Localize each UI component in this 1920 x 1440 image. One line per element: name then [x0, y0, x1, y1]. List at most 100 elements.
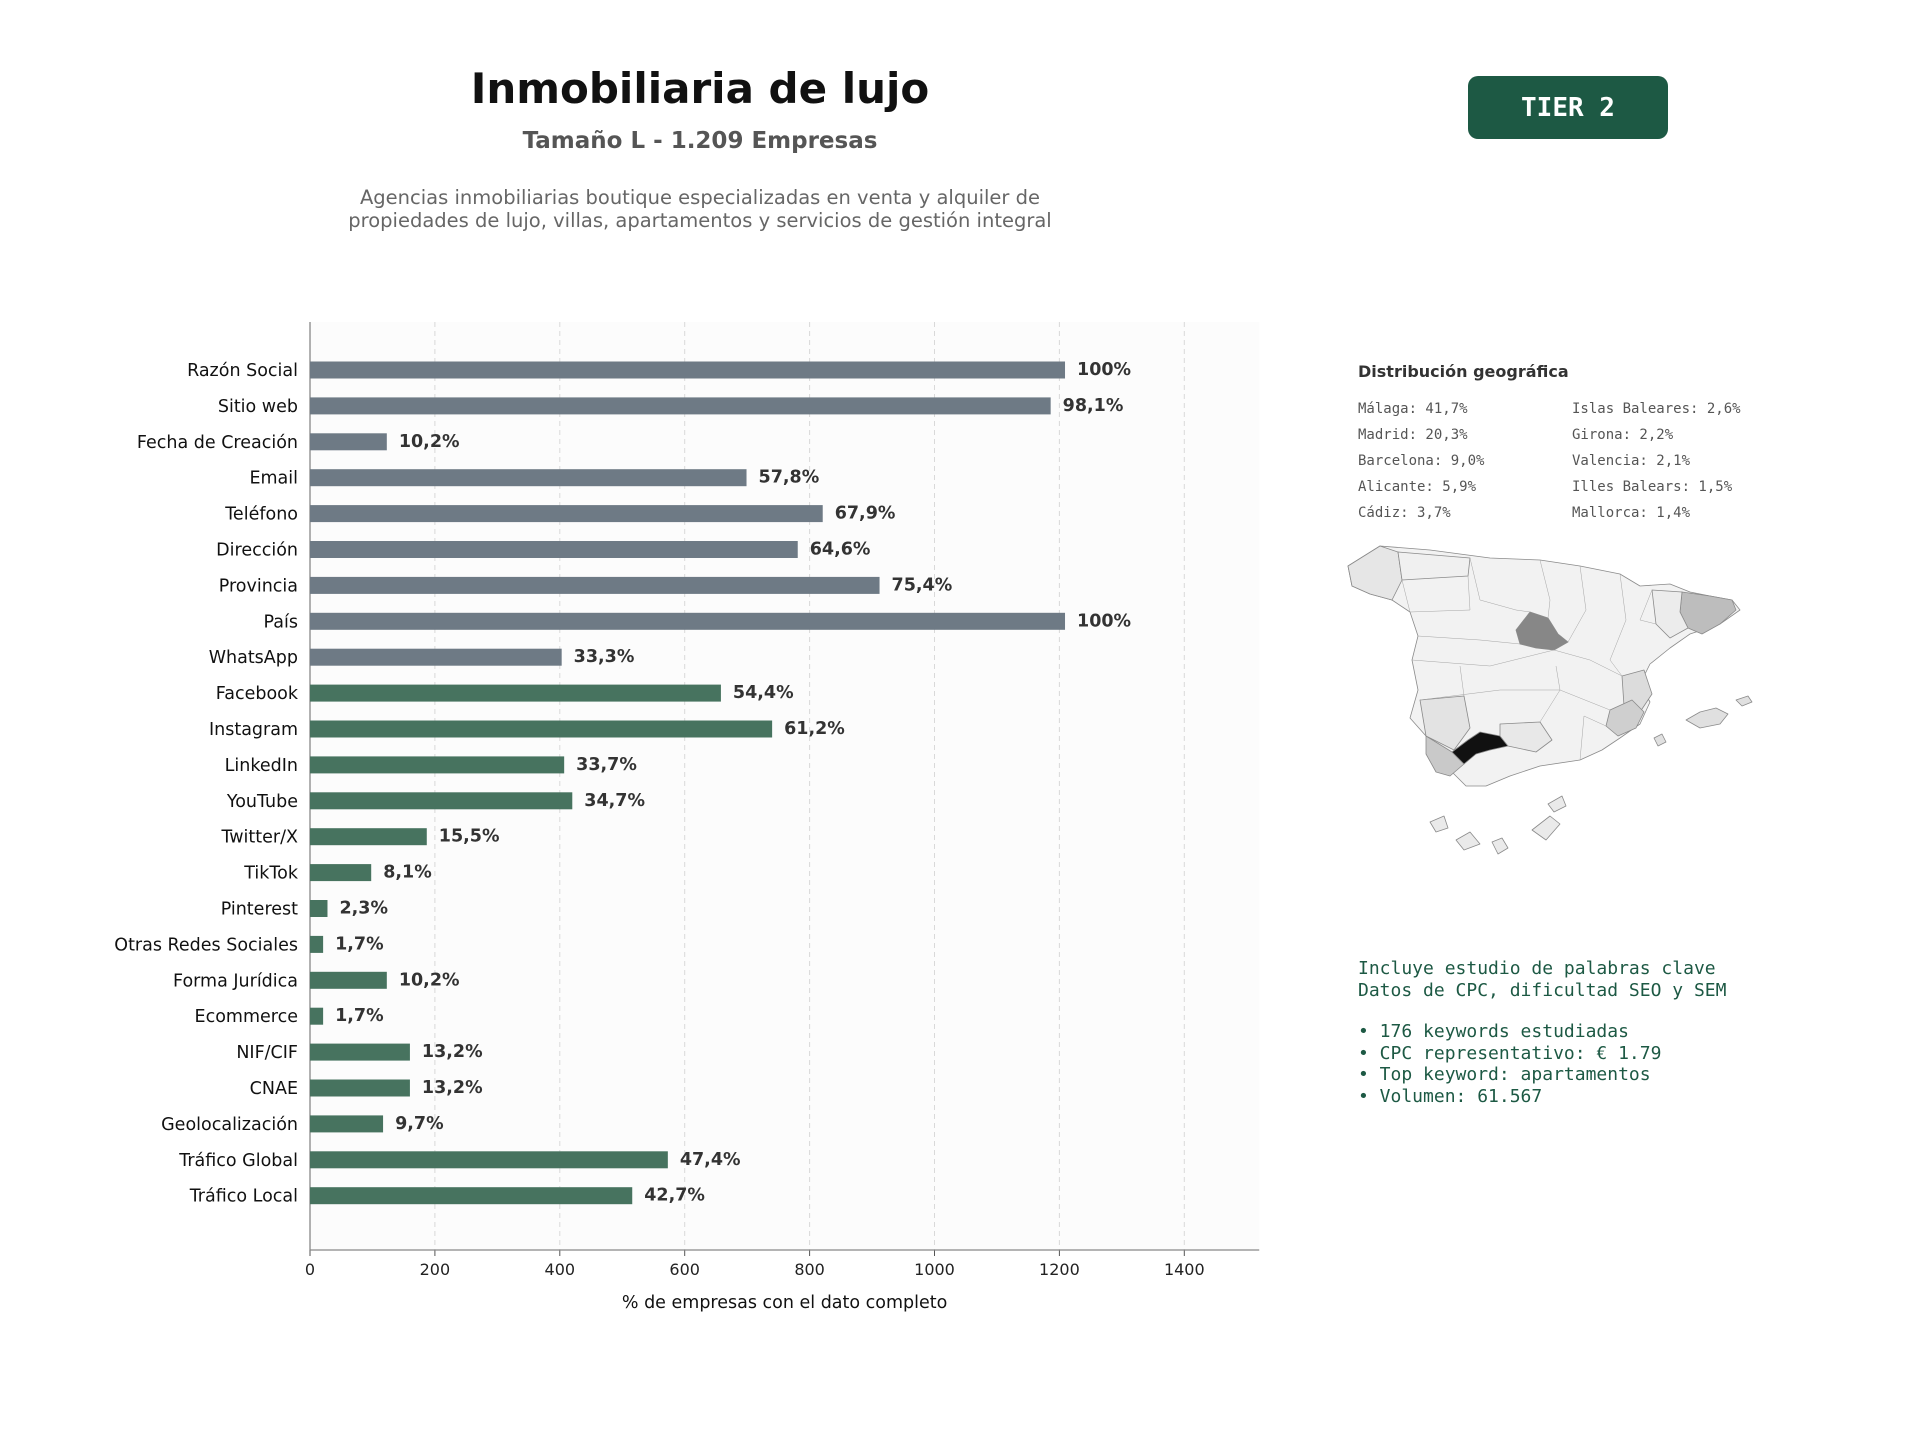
- data-label: 100%: [1077, 611, 1131, 631]
- plot-background: [310, 322, 1260, 1250]
- y-tick-label: Pinterest: [221, 900, 298, 920]
- data-label: 13,2%: [422, 1042, 483, 1062]
- geo-item: Málaga: 41,7%: [1358, 401, 1468, 417]
- geo-list-right: Islas Baleares: 2,6% Girona: 2,2% Valenc…: [1572, 396, 1741, 526]
- data-label: 1,7%: [335, 934, 384, 954]
- province-border: [1539, 665, 1561, 723]
- data-label: 33,7%: [576, 755, 637, 775]
- menorca-island: [1735, 695, 1753, 707]
- bar: [310, 1043, 410, 1061]
- ibiza-island: [1653, 733, 1667, 747]
- x-tick-label: 800: [794, 1260, 825, 1279]
- province-border: [1417, 635, 1521, 645]
- data-label: 15,5%: [439, 827, 500, 847]
- asturias-region: [1397, 551, 1471, 581]
- data-label: 100%: [1077, 360, 1131, 380]
- x-tick-label: 0: [305, 1260, 315, 1279]
- keywords-panel: Incluye estudio de palabras clave Datos d…: [1358, 958, 1726, 1107]
- bar: [310, 684, 721, 702]
- bar: [310, 720, 773, 738]
- y-tick-label: País: [264, 612, 298, 632]
- y-tick-label: Otras Redes Sociales: [114, 935, 298, 955]
- data-label: 75,4%: [892, 575, 953, 595]
- peninsula-region: [1347, 545, 1741, 787]
- bar: [310, 1079, 410, 1097]
- bar: [310, 1007, 324, 1025]
- data-label: 8,1%: [383, 863, 432, 883]
- bar: [310, 505, 823, 523]
- bar: [310, 756, 565, 774]
- bar: [310, 469, 747, 487]
- geo-item: Islas Baleares: 2,6%: [1572, 401, 1741, 417]
- y-tick-label: Geolocalización: [161, 1115, 298, 1135]
- y-tick-label: Ecommerce: [195, 1007, 298, 1027]
- page-title: Inmobiliaria de lujo: [470, 64, 930, 113]
- province-border: [1401, 575, 1471, 613]
- y-tick-label: Tráfico Local: [189, 1187, 298, 1207]
- y-tick-label: Facebook: [216, 684, 299, 704]
- data-label: 57,8%: [759, 468, 820, 488]
- bar: [310, 864, 372, 882]
- data-label: 67,9%: [835, 504, 896, 524]
- y-tick-label: WhatsApp: [209, 648, 298, 668]
- province-border: [1419, 689, 1611, 711]
- keywords-line-1: Incluye estudio de palabras clave: [1358, 958, 1716, 979]
- bar: [310, 828, 427, 846]
- y-tick-label: CNAE: [250, 1079, 298, 1099]
- data-label: 9,7%: [395, 1114, 444, 1134]
- y-tick-label: Forma Jurídica: [173, 971, 298, 991]
- y-tick-label: Email: [249, 469, 298, 489]
- y-tick-label: Twitter/X: [220, 828, 298, 848]
- mallorca-island: [1685, 707, 1729, 729]
- y-tick-label: Instagram: [209, 720, 298, 740]
- data-label: 61,2%: [784, 719, 845, 739]
- spain-choropleth-map: [1347, 545, 1753, 855]
- geo-list-left: Málaga: 41,7% Madrid: 20,3% Barcelona: 9…: [1358, 396, 1484, 526]
- y-tick-label: NIF/CIF: [236, 1043, 298, 1063]
- completeness-bar-chart: 0 200 400 600 800 1000 1200 1400 Razón Social 100…: [114, 322, 1260, 1313]
- y-tick-label: Fecha de Creación: [137, 433, 298, 453]
- geo-distribution-title: Distribución geográfica: [1358, 362, 1569, 381]
- x-tick-label: 1200: [1039, 1260, 1080, 1279]
- x-tick-label: 600: [669, 1260, 700, 1279]
- bar: [310, 433, 387, 451]
- province-border: [1567, 565, 1587, 643]
- canarias-island-5: [1547, 795, 1567, 813]
- bar: [310, 971, 387, 989]
- x-tick-label: 400: [545, 1260, 576, 1279]
- sevilla-region: [1419, 695, 1471, 751]
- canarias-island-3: [1491, 837, 1509, 855]
- y-tick-label: Teléfono: [224, 505, 298, 525]
- geo-item: Mallorca: 1,4%: [1572, 505, 1691, 521]
- galicia-region: [1347, 545, 1403, 601]
- x-tick-label: 1000: [914, 1260, 955, 1279]
- bar: [310, 1151, 668, 1169]
- geo-item: Illes Balears: 1,5%: [1572, 479, 1733, 495]
- keyword-bullet: • Top keyword: apartamentos: [1358, 1064, 1651, 1085]
- y-tick-label: Dirección: [216, 541, 298, 561]
- province-border: [1469, 557, 1531, 613]
- canarias-island-2: [1455, 831, 1481, 851]
- bar: [310, 576, 880, 594]
- bar: [310, 397, 1051, 415]
- keywords-line-2: Datos de CPC, dificultad SEO y SEM: [1358, 979, 1727, 1001]
- bar: [310, 541, 798, 558]
- y-tick-label: Sitio web: [218, 397, 298, 417]
- geo-item: Barcelona: 9,0%: [1358, 453, 1485, 469]
- data-label: 34,7%: [584, 791, 645, 811]
- province-border: [1609, 573, 1627, 677]
- province-border: [1539, 559, 1551, 619]
- data-label: 13,2%: [422, 1078, 483, 1098]
- y-tick-label: Razón Social: [187, 361, 298, 381]
- data-label: 54,4%: [733, 683, 794, 703]
- bar: [310, 792, 573, 810]
- bar: [310, 1115, 384, 1133]
- data-label: 2,3%: [339, 899, 388, 919]
- bar: [310, 1187, 633, 1205]
- y-tick-label: Provincia: [219, 576, 298, 596]
- province-border: [1579, 715, 1607, 761]
- data-label: 10,2%: [399, 432, 460, 452]
- data-label: 10,2%: [399, 970, 460, 990]
- x-axis-label: % de empresas con el dato completo: [622, 1293, 947, 1313]
- page-subtitle: Tamaño L - 1.209 Empresas: [522, 128, 878, 154]
